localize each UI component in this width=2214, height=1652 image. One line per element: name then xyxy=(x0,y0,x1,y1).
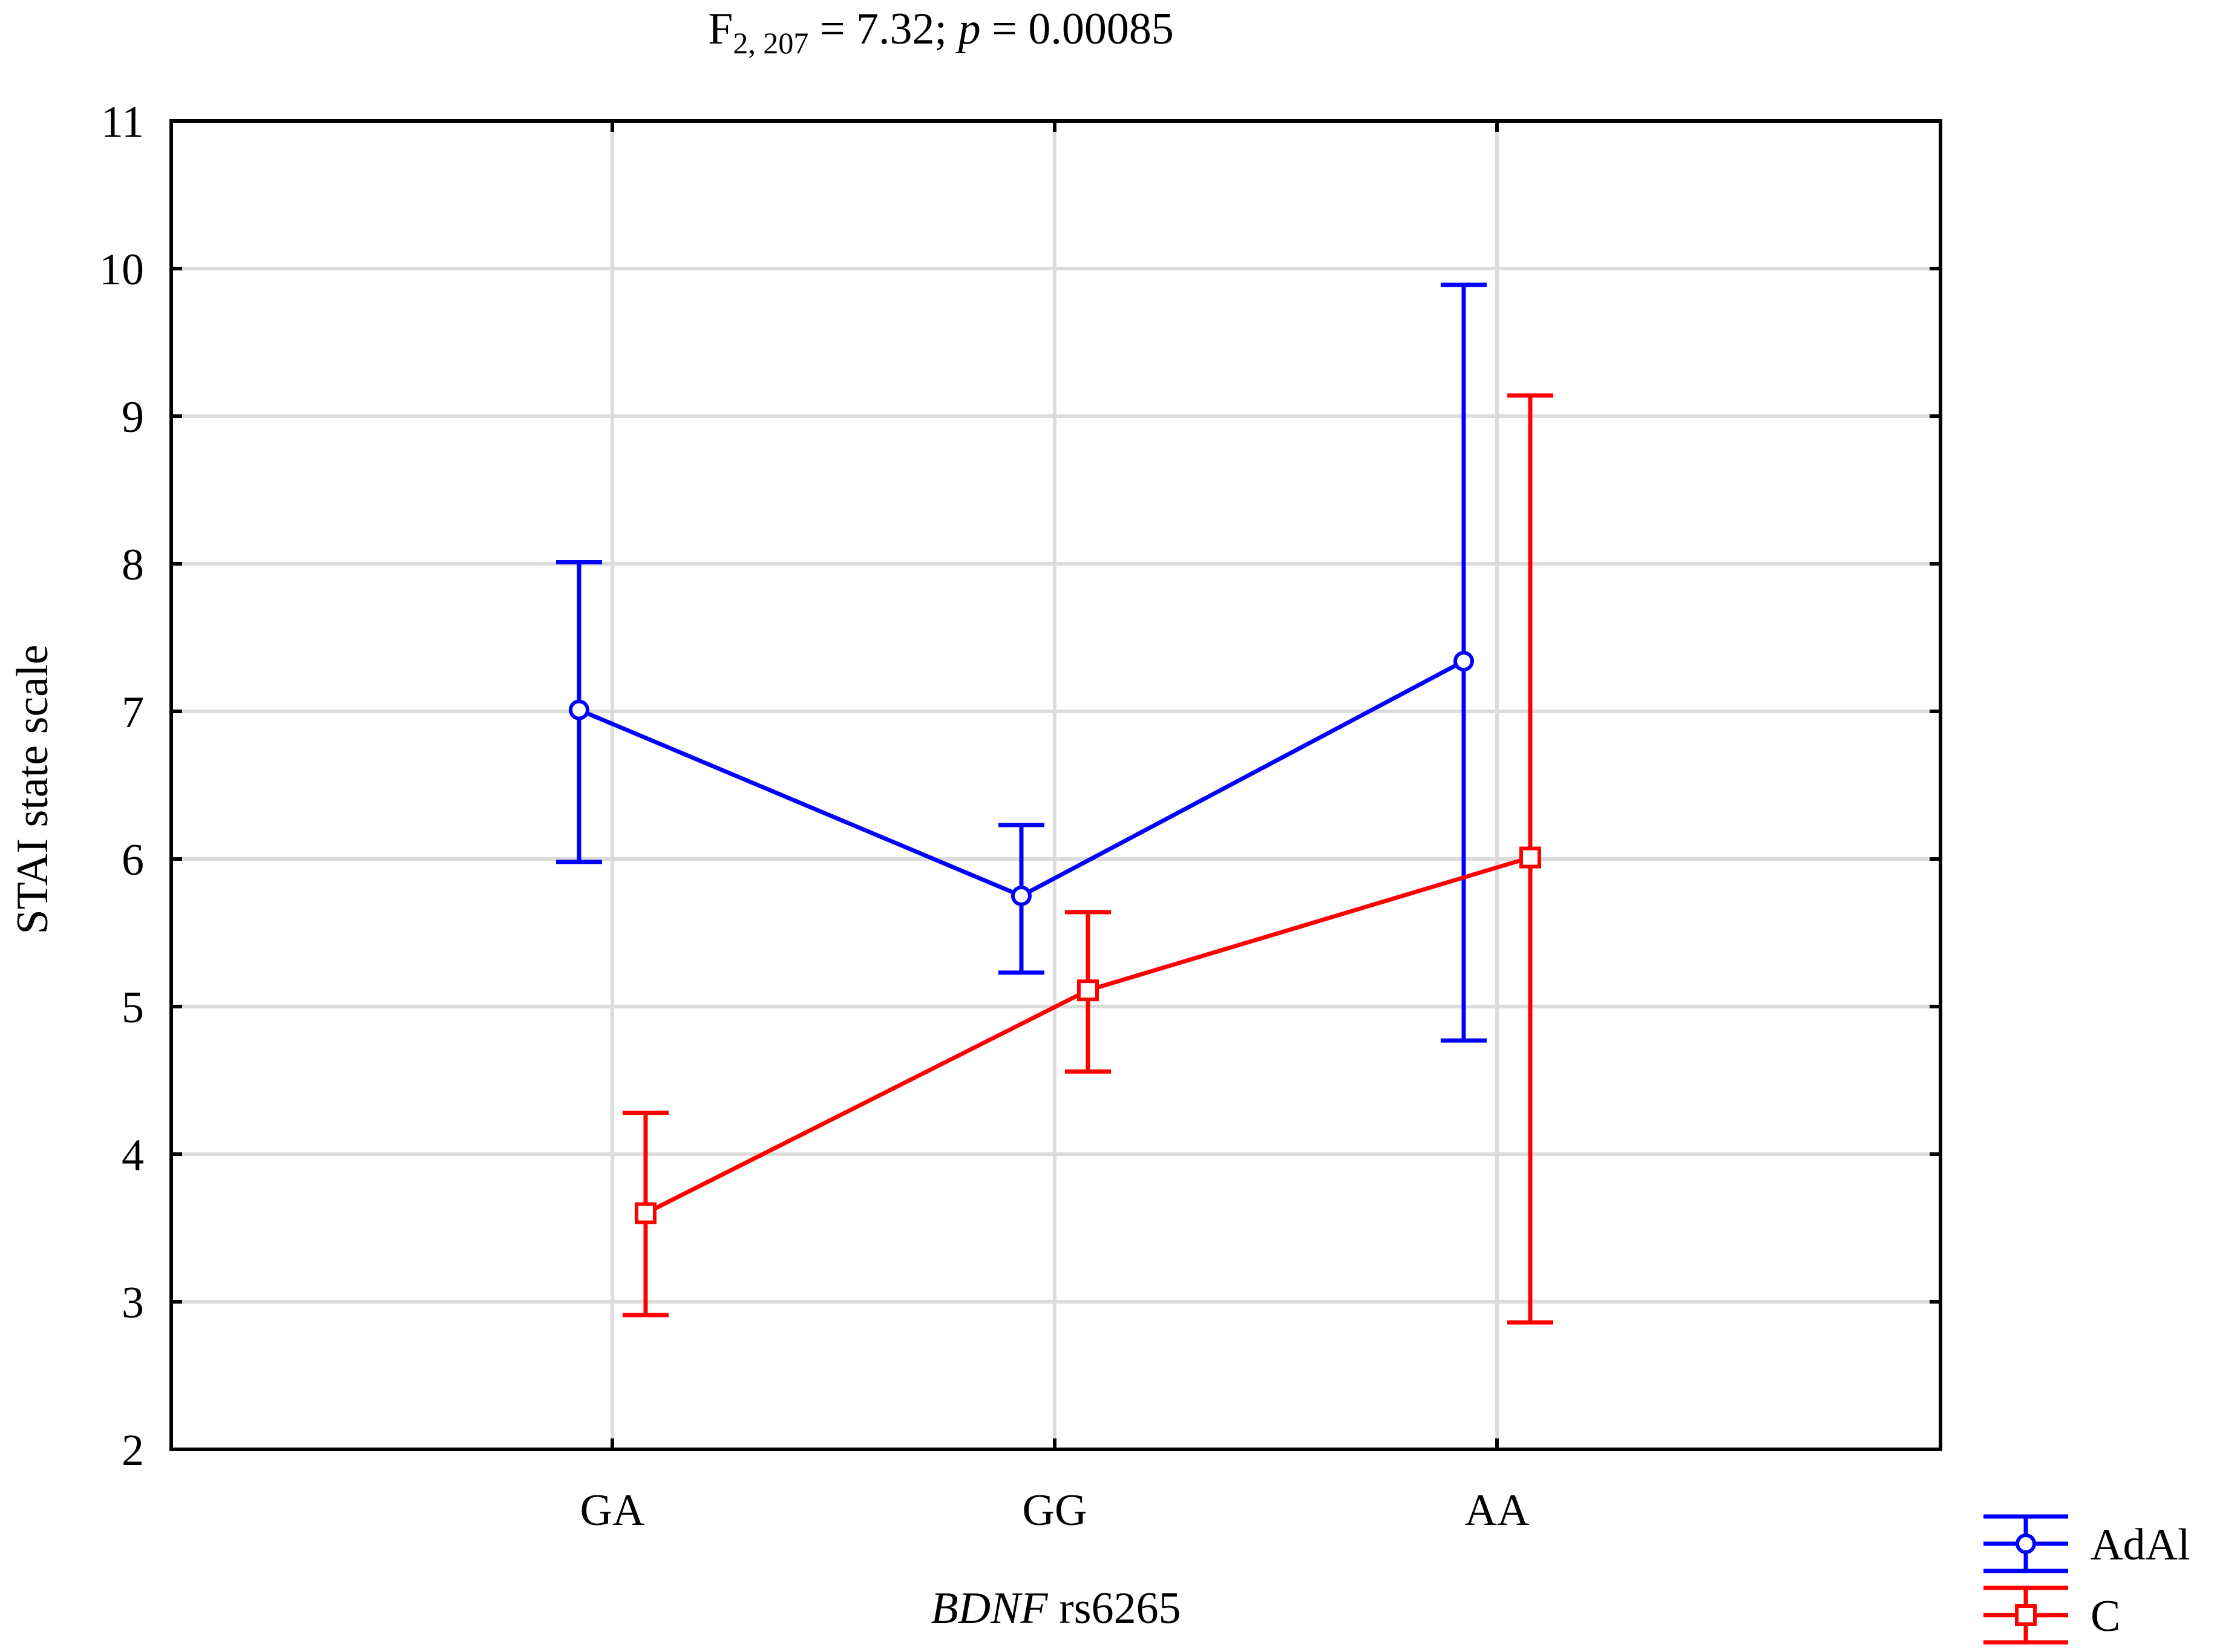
series-AdAl xyxy=(556,282,1487,1043)
y-tick-label: 4 xyxy=(122,1131,144,1180)
point-marker-C-AA xyxy=(1519,846,1541,869)
point-marker-C-GG xyxy=(1077,979,1099,1002)
x-tick-label: AA xyxy=(1465,1486,1530,1535)
legend-item-C: C xyxy=(1983,1585,2120,1645)
y-axis-label: STAI state scale xyxy=(8,644,57,934)
legend-marker xyxy=(2015,1604,2037,1626)
x-tick-label: GG xyxy=(1023,1486,1087,1535)
legend: AdAl C xyxy=(1983,1514,2190,1645)
y-tick-label: 6 xyxy=(122,835,144,885)
point-marker-AdAl-GA xyxy=(569,699,589,720)
legend-label: C xyxy=(2091,1592,2120,1641)
grid xyxy=(171,121,1941,1449)
y-tick-label: 7 xyxy=(122,688,144,737)
x-axis-label: BDNF rs6265 xyxy=(931,1584,1181,1633)
series-layer xyxy=(556,282,1553,1325)
x-tick-label: GA xyxy=(580,1486,645,1535)
legend-marker xyxy=(2016,1533,2036,1554)
point-marker-C-GA xyxy=(635,1202,657,1224)
series-C xyxy=(623,393,1553,1325)
y-tick-label: 9 xyxy=(122,393,144,442)
plot-frame xyxy=(169,119,1942,1451)
ticks: 2 3 4 5 6 7 8 9 10 11 GA GG AA xyxy=(99,97,1941,1535)
y-tick-label: 11 xyxy=(101,97,144,147)
point-marker-AdAl-AA xyxy=(1453,651,1474,672)
y-tick-label: 2 xyxy=(122,1426,144,1475)
y-tick-label: 3 xyxy=(122,1278,144,1328)
legend-item-AdAl: AdAl xyxy=(1983,1514,2190,1573)
y-tick-label: 8 xyxy=(122,540,144,590)
chart-title: F2, 207 = 7.32; p = 0.00085 xyxy=(708,4,1174,60)
point-marker-AdAl-GG xyxy=(1011,886,1032,906)
y-tick-label: 10 xyxy=(99,245,144,295)
legend-label: AdAl xyxy=(2091,1520,2190,1570)
y-tick-label: 5 xyxy=(122,983,144,1033)
